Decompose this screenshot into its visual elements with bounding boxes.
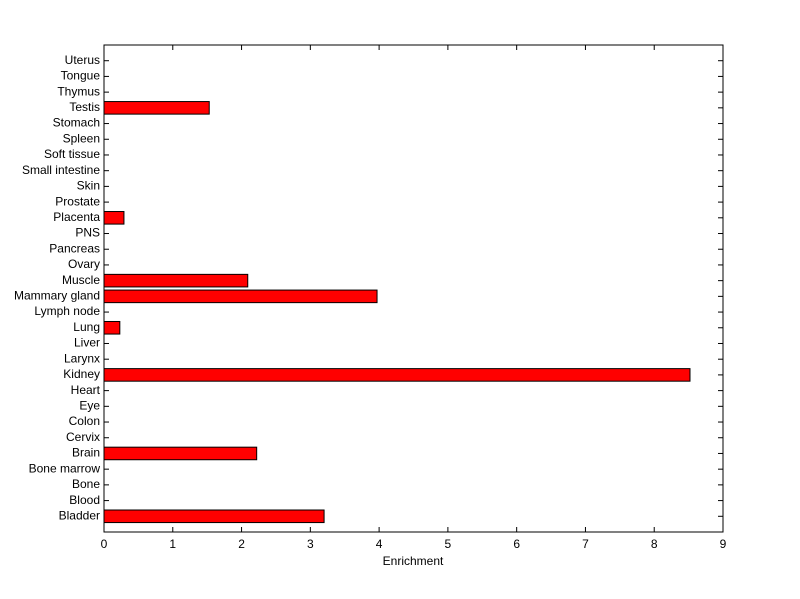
bar [103, 273, 249, 288]
y-tick-label: Larynx [64, 351, 100, 365]
x-tick-label: 9 [720, 537, 727, 551]
y-tick-label: Lymph node [34, 304, 100, 318]
y-tick-label: Small intestine [22, 163, 100, 177]
x-tick-label: 2 [238, 537, 245, 551]
bar [103, 446, 258, 461]
y-tick-label: Bone marrow [29, 461, 101, 475]
x-tick-label: 7 [582, 537, 589, 551]
y-tick-label: Testis [69, 100, 100, 114]
y-tick-label: Bladder [59, 508, 100, 522]
y-tick-label: Muscle [62, 273, 100, 287]
y-tick-label: Tongue [61, 69, 101, 83]
y-tick-label: Uterus [65, 53, 100, 67]
bar [103, 211, 125, 225]
y-tick-label: PNS [75, 226, 100, 240]
bar [103, 101, 210, 115]
x-tick-label: 3 [307, 537, 314, 551]
bar [103, 320, 121, 335]
x-tick-label: 4 [376, 537, 383, 551]
x-tick-label: 1 [169, 537, 176, 551]
y-tick-label: Mammary gland [14, 289, 100, 303]
y-tick-label: Brain [72, 446, 100, 460]
y-tick-label: Blood [69, 493, 100, 507]
y-tick-label: Lung [73, 320, 100, 334]
y-tick-label: Soft tissue [44, 147, 100, 161]
y-tick-label: Skin [77, 179, 100, 193]
bar [103, 289, 378, 304]
y-tick-label: Thymus [57, 84, 100, 98]
x-tick-label: 5 [445, 537, 452, 551]
bar [103, 368, 691, 382]
y-tick-label: Prostate [55, 194, 100, 208]
y-tick-label: Spleen [63, 131, 100, 145]
y-tick-label: Ovary [68, 257, 100, 271]
y-tick-label: Placenta [53, 210, 100, 224]
y-tick-label: Kidney [63, 367, 100, 381]
y-tick-label: Pancreas [49, 241, 100, 255]
y-tick-label: Heart [71, 383, 101, 397]
y-tick-label: Stomach [53, 116, 100, 130]
y-tick-label: Liver [74, 336, 100, 350]
y-tick-label: Eye [79, 398, 100, 412]
x-axis-label: Enrichment [383, 554, 444, 568]
y-tick-label: Cervix [66, 430, 100, 444]
plot-frame [103, 44, 724, 533]
x-tick-label: 6 [513, 537, 520, 551]
x-tick-label: 8 [651, 537, 658, 551]
y-tick-label: Bone [72, 477, 100, 491]
x-tick-label: 0 [101, 537, 108, 551]
y-tick-label: Colon [69, 414, 100, 428]
bar [103, 509, 325, 524]
